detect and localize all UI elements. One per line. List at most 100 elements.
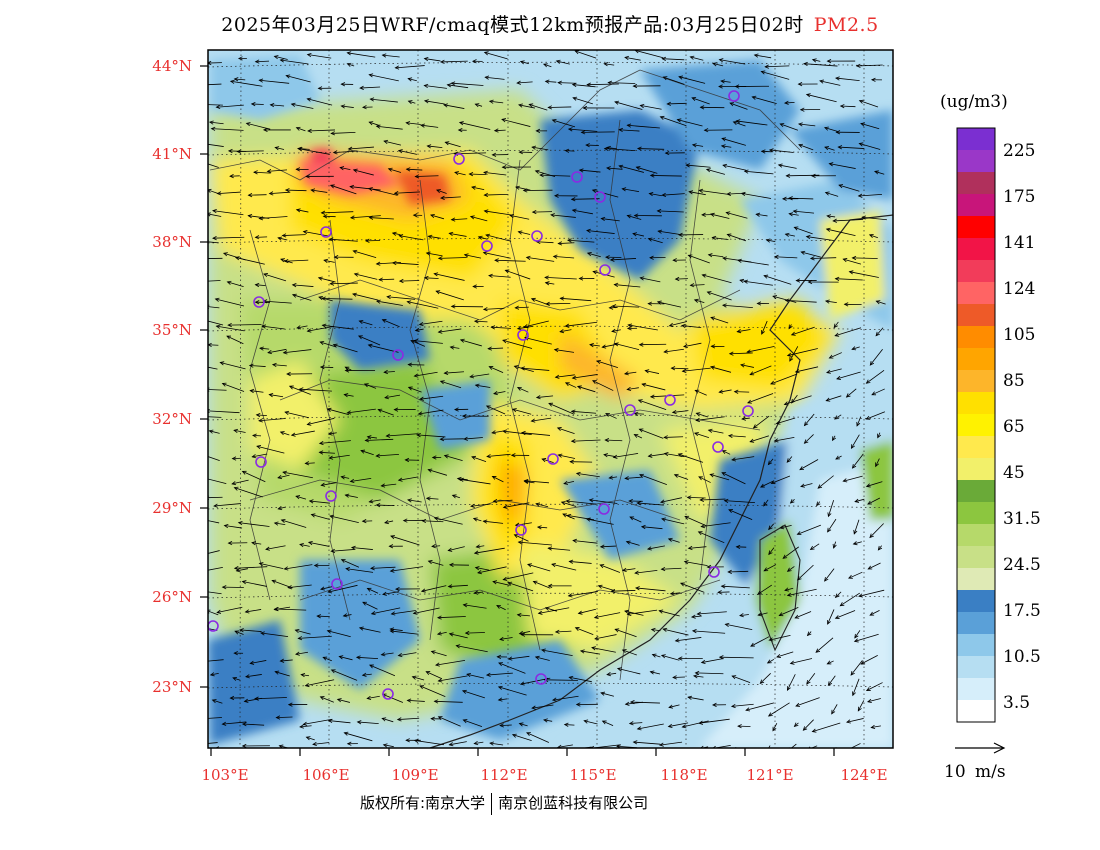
wind-arrow	[717, 590, 730, 595]
wind-arrow	[216, 606, 243, 614]
wind-arrow	[397, 149, 417, 155]
wind-arrow	[518, 722, 528, 727]
wind-arrow	[336, 698, 351, 703]
city-marker	[571, 171, 583, 183]
wind-arrow	[391, 260, 419, 266]
wind-arrow	[865, 481, 883, 488]
wind-arrow	[496, 654, 508, 659]
wind-arrow	[605, 255, 622, 260]
wind-arrow	[586, 228, 615, 234]
wind-arrow	[572, 96, 593, 105]
wind-arrow	[501, 165, 532, 170]
wind-arrow	[695, 416, 725, 423]
wind-arrow	[393, 191, 420, 196]
wind-arrow	[361, 672, 372, 677]
wind-arrow	[854, 498, 865, 503]
wind-arrow	[545, 301, 571, 306]
wind-arrow	[502, 429, 532, 436]
wind-arrow	[383, 369, 395, 375]
wind-arrow	[444, 141, 461, 148]
wind-arrow	[416, 433, 446, 438]
wind-arrow	[650, 627, 661, 633]
wind-arrow	[586, 82, 619, 87]
wind-arrow	[231, 456, 242, 461]
wind-arrow	[233, 428, 246, 433]
wind-arrow	[492, 580, 510, 586]
wind-arrow	[596, 360, 618, 368]
wind-arrow	[316, 614, 330, 619]
wind-arrow	[210, 126, 244, 131]
wind-arrow	[540, 648, 573, 657]
wind-arrow	[319, 340, 337, 348]
wind-arrow	[381, 717, 394, 723]
lon-label: 109°E	[391, 766, 438, 784]
wind-arrow	[589, 343, 600, 348]
wind-arrow	[831, 704, 838, 715]
wind-arrow	[297, 147, 330, 155]
wind-arrow	[299, 543, 310, 548]
wind-arrow	[735, 544, 747, 550]
colorbar-swatch	[957, 348, 995, 371]
wind-arrow	[462, 719, 483, 728]
wind-arrow	[208, 416, 222, 418]
wind-arrow	[466, 672, 485, 679]
wind-arrow	[307, 128, 335, 133]
colorbar-swatch	[957, 150, 995, 173]
wind-arrow	[710, 365, 732, 373]
wind-arrow	[349, 184, 381, 191]
wind-arrow	[858, 99, 879, 108]
wind-arrow	[535, 502, 549, 508]
wind-arrow	[858, 142, 881, 150]
wind-arrow	[455, 644, 488, 653]
wind-arrow	[327, 584, 358, 594]
wind-arrow	[759, 480, 774, 488]
wind-arrow	[251, 541, 262, 546]
wind-arrow	[626, 214, 642, 220]
city-marker	[547, 453, 559, 465]
city-marker	[392, 349, 404, 361]
lon-label: 106°E	[302, 766, 349, 784]
colorbar-swatch	[957, 678, 995, 701]
wind-arrow	[534, 655, 550, 661]
wind-arrow	[766, 658, 775, 664]
wind-arrow	[433, 516, 463, 525]
wind-arrow	[789, 499, 795, 504]
map-title: 2025年03月25日WRF/cmaq模式12km预报产品:03月25日02时 P…	[0, 10, 1100, 37]
wind-arrow	[305, 736, 315, 741]
wind-arrow	[763, 499, 769, 507]
wind-arrow	[661, 517, 685, 525]
wind-arrow	[824, 146, 835, 151]
wind-arrow	[384, 394, 401, 400]
wind-arrow	[490, 325, 512, 330]
title-main: 2025年03月25日WRF/cmaq模式12km预报产品:03月25日02时	[221, 14, 804, 36]
wind-arrow	[735, 119, 768, 126]
wind-arrow	[646, 545, 665, 551]
wind-arrow	[395, 586, 420, 592]
wind-arrow	[268, 393, 284, 398]
wind-arrow	[647, 237, 663, 244]
wind-arrow	[450, 81, 484, 86]
wind-arrow	[359, 85, 381, 90]
wind-arrow	[727, 433, 746, 439]
wind-arrow	[258, 78, 290, 84]
wind-arrow	[340, 559, 360, 568]
wind-arrow	[834, 610, 856, 619]
wind-arrow	[261, 324, 285, 330]
wind-arrow	[816, 501, 821, 507]
wind-arrow	[259, 346, 270, 351]
wind-arrow	[681, 720, 709, 729]
wind-arrow	[448, 231, 467, 237]
wind-arrow	[275, 715, 293, 720]
wind-arrow	[825, 395, 842, 402]
wind-arrow	[518, 150, 533, 155]
wind-arrow	[669, 591, 681, 596]
wind-arrow	[712, 702, 727, 707]
wind-arrow	[701, 273, 732, 284]
wind-arrow	[564, 382, 577, 388]
wind-arrow	[358, 319, 373, 326]
wind-arrow	[531, 209, 553, 215]
wind-arrow	[728, 509, 753, 521]
wind-arrow	[740, 363, 755, 368]
city-marker	[708, 566, 720, 578]
